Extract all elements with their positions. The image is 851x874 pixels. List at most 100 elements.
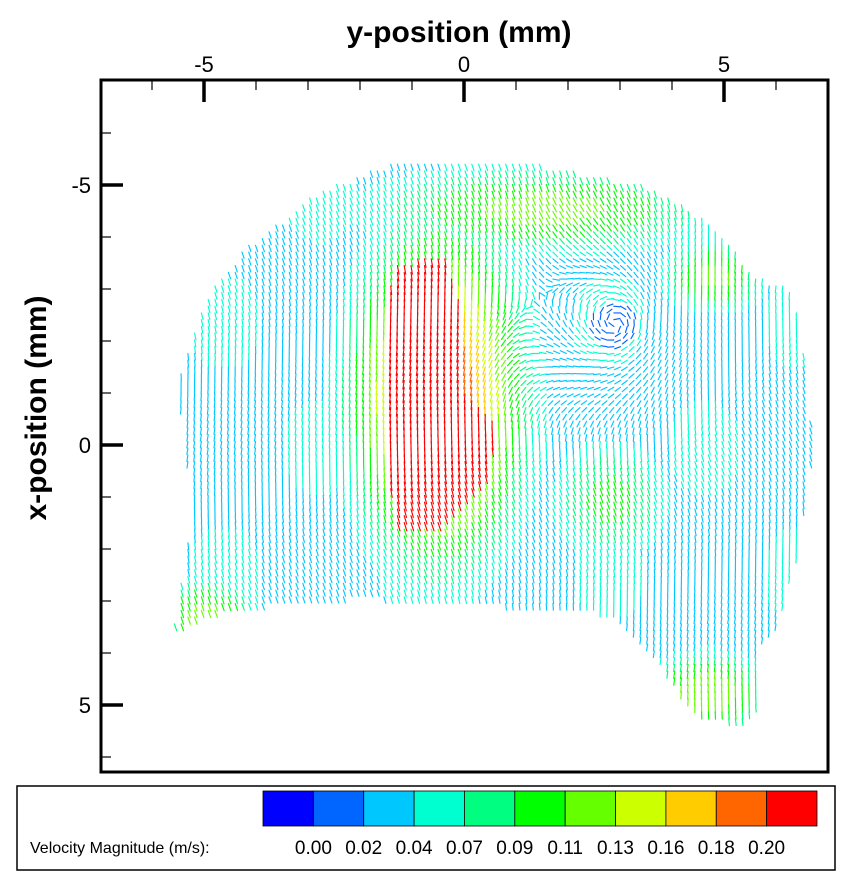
velocity-vector [349,562,353,570]
velocity-vector [429,373,432,383]
velocity-vector [254,461,257,469]
velocity-vector [518,488,522,496]
velocity-vector [417,170,421,178]
velocity-vector [741,454,745,462]
velocity-vector [511,548,515,557]
velocity-vector [409,400,412,411]
velocity-vector [618,427,622,435]
velocity-vector [714,535,717,544]
velocity-vector [788,359,792,368]
velocity-vector [437,177,441,185]
velocity-vector [241,271,245,280]
velocity-vector [268,258,272,266]
velocity-vector [572,542,576,550]
velocity-vector [666,319,669,327]
velocity-vector [593,373,601,376]
velocity-vector [193,400,196,408]
velocity-vector [607,379,615,384]
velocity-vector [505,555,509,564]
velocity-vector [613,521,617,530]
velocity-vector [554,327,561,334]
velocity-vector [568,413,574,421]
velocity-vector [430,515,435,525]
velocity-vector [727,285,730,294]
velocity-vector [396,244,400,253]
velocity-vector [383,292,386,301]
velocity-vector [322,217,326,226]
velocity-vector [261,265,265,273]
velocity-vector [288,312,291,320]
velocity-vector [714,332,716,341]
velocity-vector [383,197,387,206]
velocity-vector [403,535,408,544]
velocity-vector [511,515,516,523]
velocity-vector [253,427,257,435]
velocity-vector [579,258,587,263]
velocity-vector [302,285,305,293]
velocity-vector [500,346,507,354]
velocity-vector [322,352,324,361]
velocity-vector [261,285,265,293]
velocity-vector [636,393,642,401]
velocity-vector [254,535,258,544]
velocity-vector [464,494,469,505]
velocity-vector [363,204,367,212]
velocity-vector [707,548,710,557]
velocity-vector [579,474,583,483]
velocity-vector [483,312,486,322]
velocity-vector [302,319,304,327]
velocity-vector [626,481,630,490]
velocity-vector [342,305,345,314]
velocity-vector [342,569,347,577]
velocity-vector [518,352,527,357]
velocity-vector [589,327,595,334]
velocity-vector [640,298,644,307]
velocity-vector [437,265,440,275]
velocity-vector [573,357,581,361]
velocity-vector [234,305,238,314]
velocity-vector [552,251,559,258]
velocity-vector [788,332,791,341]
velocity-vector [559,386,567,390]
velocity-vector [592,569,596,578]
velocity-vector [410,258,413,267]
velocity-vector [633,210,638,219]
velocity-vector [348,400,351,409]
velocity-vector [626,238,632,245]
velocity-vector [775,352,778,361]
velocity-vector [248,542,251,550]
velocity-vector [369,528,373,537]
velocity-vector [349,244,353,253]
velocity-vector [660,488,664,496]
velocity-vector [651,400,655,408]
velocity-vector [621,373,628,378]
velocity-vector [572,231,579,238]
velocity-vector [233,434,236,442]
velocity-vector [565,251,573,257]
velocity-vector [579,210,585,219]
velocity-vector [525,278,529,286]
velocity-vector [429,393,432,404]
velocity-vector [614,339,622,343]
velocity-vector [775,447,779,455]
velocity-vector [782,440,786,449]
velocity-vector [356,535,360,543]
velocity-vector [802,373,806,381]
velocity-vector [664,379,669,388]
velocity-vector [302,292,305,300]
velocity-vector [281,555,285,564]
velocity-vector [569,319,574,327]
velocity-vector [506,359,513,367]
velocity-vector [667,258,671,267]
velocity-vector [302,542,306,550]
velocity-vector [687,501,691,510]
velocity-vector [315,265,319,273]
velocity-vector [500,359,507,368]
velocity-vector [294,447,297,456]
velocity-vector [565,258,573,263]
velocity-vector [240,386,243,395]
velocity-vector [679,346,682,354]
velocity-vector [721,413,724,422]
velocity-vector [471,251,474,260]
velocity-vector [633,542,637,551]
